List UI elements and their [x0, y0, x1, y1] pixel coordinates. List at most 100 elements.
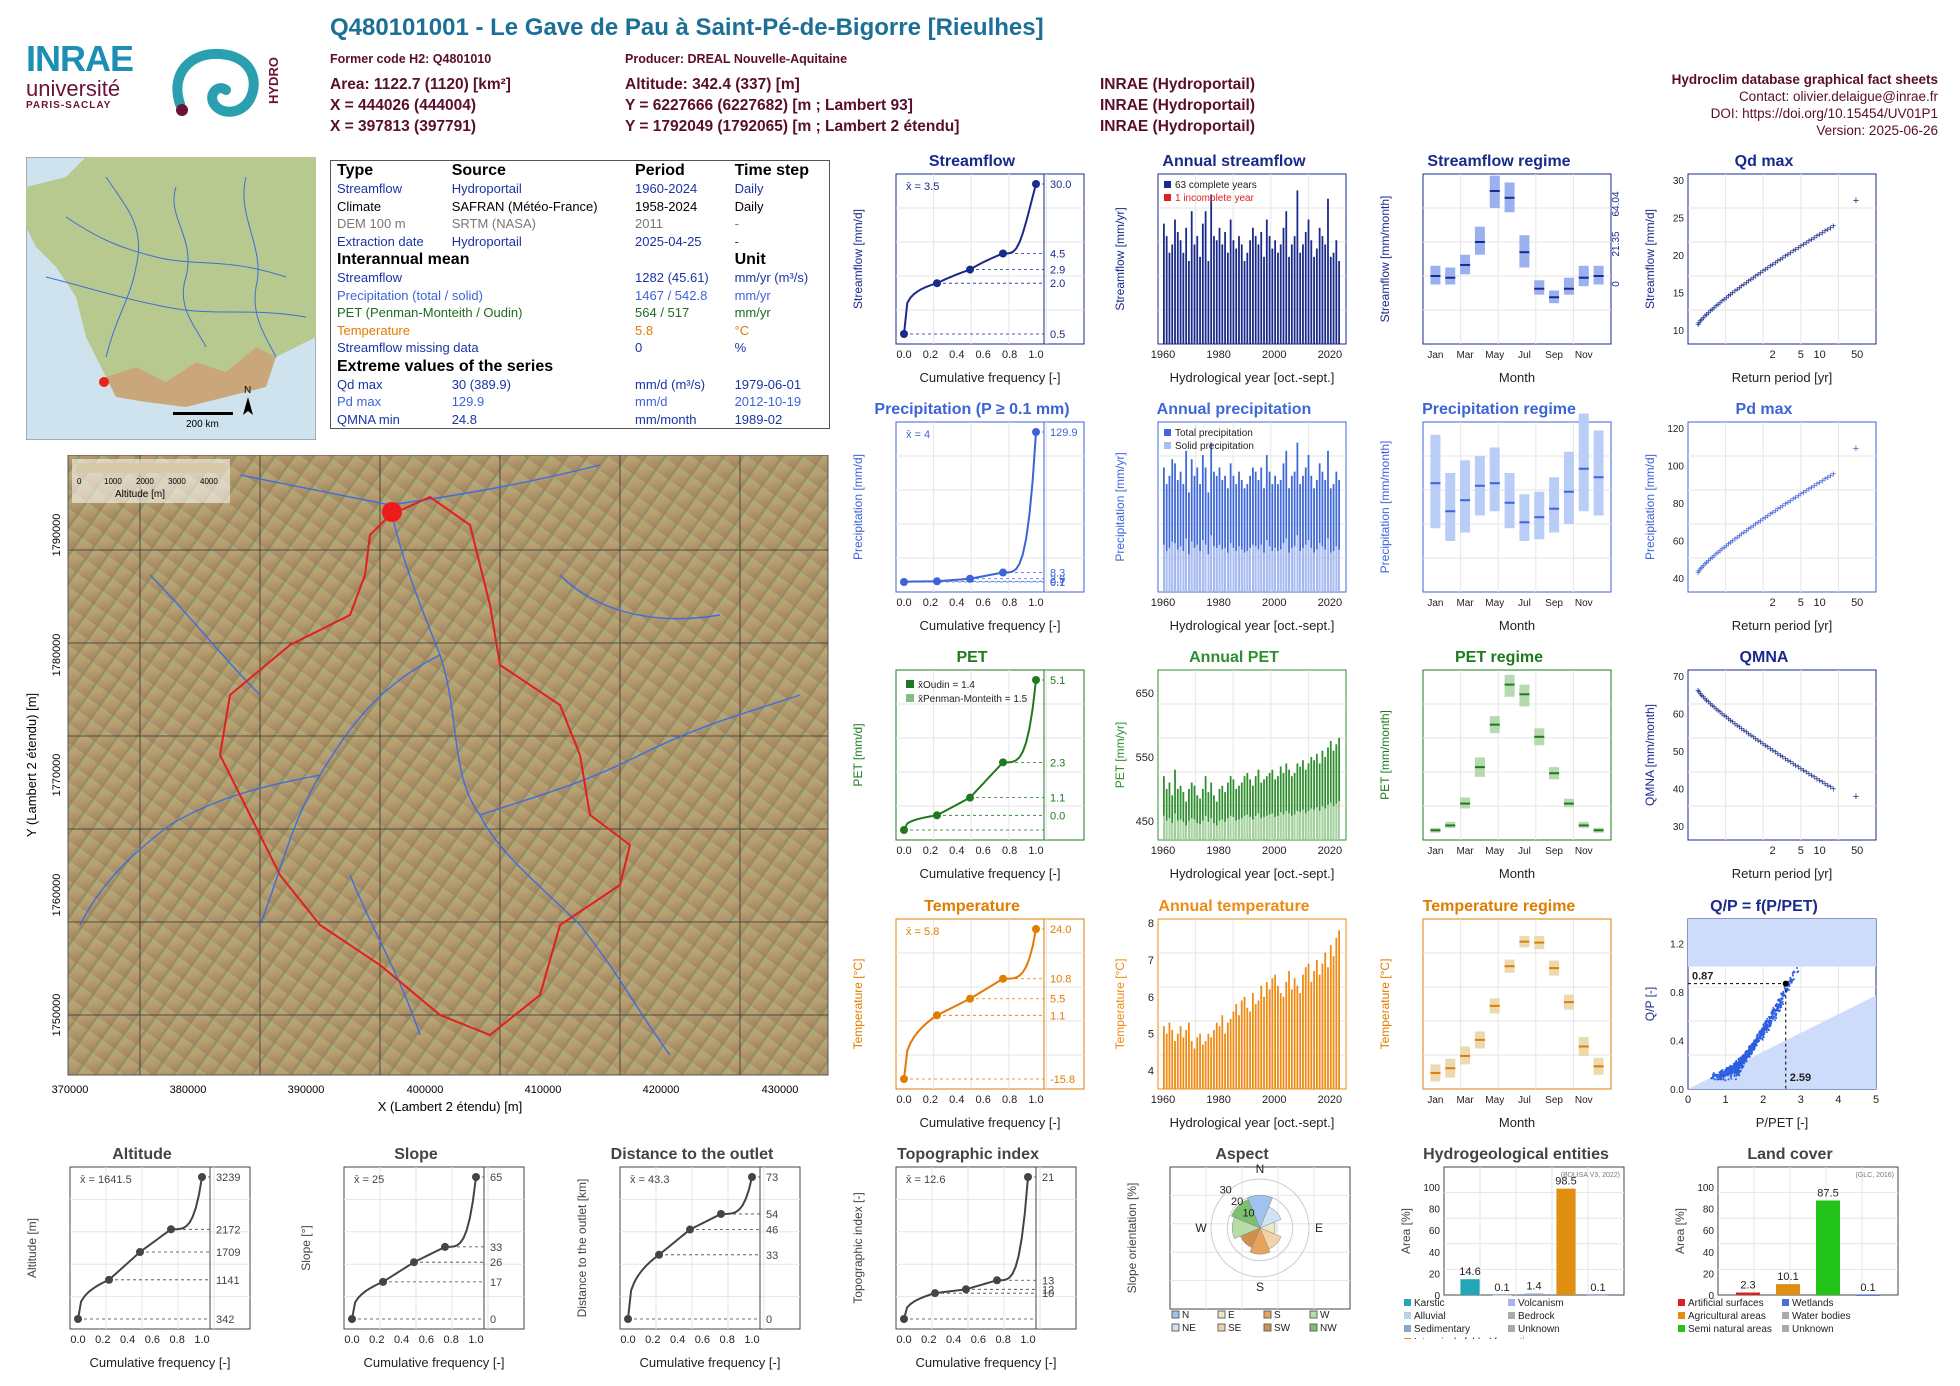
x-tick: 2	[1770, 597, 1776, 609]
cell: Daily	[734, 198, 764, 214]
former-code: Former code H2: Q4801010	[330, 52, 492, 66]
annual_streamflow-bar	[1249, 240, 1251, 344]
right-tick: 21	[1042, 1172, 1054, 1184]
annual_precipitation-bar-solid	[1268, 546, 1271, 592]
x-tick: 10	[1813, 597, 1825, 609]
y-tick: 40	[1673, 785, 1685, 796]
y-tick: 0.8	[1670, 988, 1684, 999]
qp_ppet-chart: Q/P = f(P/PET) P/PET [-] Q/P [-] 0.87 2.59 0 1…	[1643, 898, 1879, 1130]
legend-tick: 2000	[136, 477, 154, 486]
pd_max-point: +	[1750, 521, 1756, 532]
qp-point	[1777, 999, 1780, 1002]
month-tick: Nov	[1575, 846, 1593, 857]
annual_temperature-bar	[1332, 956, 1335, 1089]
pd_max-point: +	[1772, 506, 1778, 517]
right-tick: 24.0	[1050, 924, 1071, 936]
annual_pet-bar-solid	[1329, 802, 1332, 840]
annual_streamflow-bar	[1221, 244, 1224, 344]
slope-title: Slope	[394, 1146, 438, 1163]
x-tick: 400000	[407, 1084, 444, 1096]
annual_streamflow-bar	[1310, 240, 1313, 344]
month-tick: Jul	[1518, 1095, 1531, 1106]
annual_pet-bar	[1327, 747, 1329, 840]
annual_pet-bar	[1274, 779, 1277, 840]
month-tick: Jul	[1518, 598, 1531, 609]
right-tick: 5.5	[1050, 994, 1065, 1006]
annual_pet-bar	[1282, 772, 1285, 840]
qp-point	[1772, 1016, 1775, 1019]
annual_pet-bar	[1338, 737, 1340, 840]
annual_precipitation-bar	[1299, 484, 1302, 592]
pd_max-point: +	[1819, 476, 1825, 487]
annual_temperature-bar	[1196, 1037, 1199, 1089]
cell: mm/yr	[734, 305, 771, 320]
qmna-point: +	[1809, 771, 1815, 782]
month-tick: Jul	[1518, 846, 1531, 857]
doi-link[interactable]: DOI: https://doi.org/10.15454/UV01P1	[1710, 106, 1938, 121]
y-tick: 60	[1703, 1226, 1715, 1237]
legend-entry: N	[1182, 1310, 1189, 1321]
legend-swatch	[1217, 1323, 1226, 1332]
annual_temperature-bar	[1204, 1041, 1207, 1089]
qp-annot: 0.87	[1692, 971, 1713, 983]
annual_streamflow-bar	[1196, 236, 1199, 344]
legend-swatch	[1508, 1325, 1515, 1332]
y-tick: 20	[1429, 1269, 1441, 1280]
slope-mean: x̄ = 25	[354, 1174, 384, 1186]
x-tick: 0.4	[670, 1334, 685, 1346]
annual_precipitation-bar-solid	[1163, 544, 1165, 592]
qp-point	[1758, 1030, 1761, 1033]
cell: Pd max	[337, 394, 382, 409]
right-tick: 10	[1042, 1288, 1054, 1300]
annual_temperature-bar	[1307, 963, 1310, 1089]
qd_max-point: +	[1777, 255, 1783, 266]
pd_max-point: +	[1798, 490, 1804, 501]
pd_max-point: +	[1706, 556, 1712, 567]
annual_pet-bar	[1321, 750, 1324, 840]
right-tick: 64.04	[1611, 191, 1622, 216]
annual_precipitation-bar-solid	[1252, 544, 1254, 592]
landcover-bar	[1856, 1294, 1880, 1296]
streamflow_regime-xlabel: Month	[1499, 370, 1535, 385]
right-tick: 73	[766, 1172, 778, 1184]
annual_streamflow-bar	[1213, 236, 1215, 344]
x-tick: 0.0	[896, 597, 911, 609]
annual_precipitation-bar-solid	[1307, 539, 1310, 592]
cell: Precipitation (total / solid)	[337, 287, 483, 303]
y-tick: 20	[1703, 1269, 1715, 1280]
right-tick: 4.5	[1050, 249, 1065, 261]
annual_precipitation-bar	[1318, 463, 1321, 592]
right-tick: 1.1	[1050, 1010, 1065, 1022]
qp_ppet-title: Q/P = f(P/PET)	[1710, 898, 1818, 915]
x-tick: 1.0	[468, 1334, 483, 1346]
annual_temperature-bar	[1185, 1029, 1188, 1089]
annual_precipitation-bar-solid	[1238, 546, 1240, 592]
annual_temperature-ylabel: Temperature [°C]	[1113, 959, 1127, 1050]
annual_pet-title: Annual PET	[1189, 649, 1279, 666]
cell: SAFRAN (Météo-France)	[451, 198, 598, 214]
cell: mm/yr	[734, 287, 771, 303]
cell: mm/yr (m³/s)	[734, 270, 809, 285]
annual_temperature-bar	[1176, 1033, 1179, 1089]
precipitation_regime-box	[1578, 413, 1589, 512]
annual_pet-bar-solid	[1226, 818, 1229, 840]
landcover-value-label: 0.1	[1860, 1282, 1875, 1294]
database-name: Hydroclim database graphical fact sheets	[1671, 72, 1938, 87]
annual_precipitation-bar-solid	[1165, 550, 1168, 592]
annual_precipitation-bar-solid	[1185, 538, 1188, 592]
temperature_regime-chart: Temperature regime Month Temperature [°C] J…	[1378, 898, 1612, 1130]
qp-point	[1737, 1063, 1740, 1066]
annual_streamflow-bar	[1165, 236, 1168, 344]
altitude-colorbar	[76, 463, 226, 473]
distance-ylabel: Distance to the outlet [km]	[575, 1179, 589, 1318]
annual_precipitation-bar-solid	[1332, 550, 1335, 592]
annual_pet-bar	[1299, 766, 1302, 840]
pet_regime-title: PET regime	[1455, 649, 1543, 666]
qmna-xlabel: Return period [yr]	[1732, 866, 1832, 881]
x-tick: 2000	[1262, 845, 1286, 857]
qmna-point: +	[1748, 731, 1754, 742]
y-tick: 40	[1429, 1248, 1441, 1259]
annual_precipitation-bar-solid	[1279, 549, 1282, 592]
x-tick: 2020	[1318, 349, 1342, 361]
annual_pet-bar-solid	[1174, 813, 1176, 840]
